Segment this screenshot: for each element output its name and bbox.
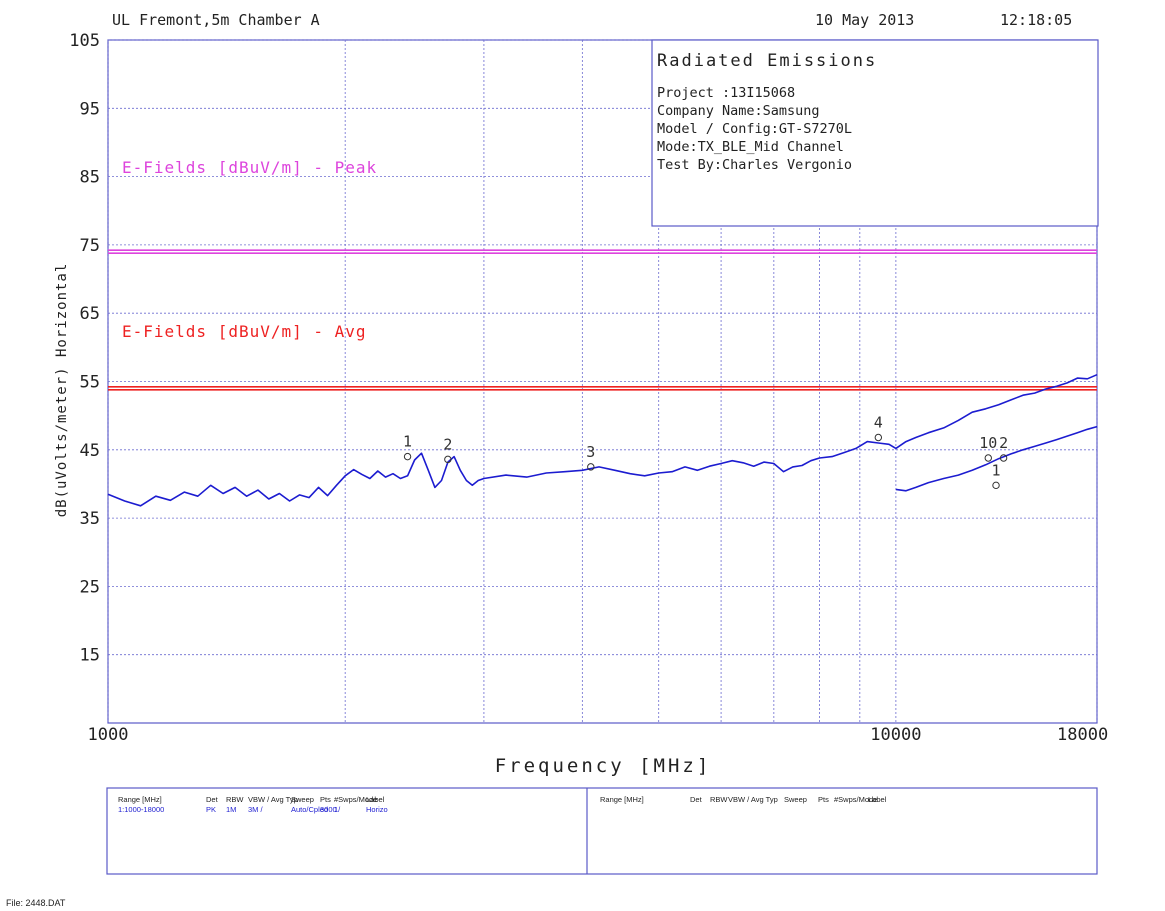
- settings-header-cell: Sweep: [291, 795, 314, 804]
- settings-header-cell: VBW / Avg Typ: [248, 795, 298, 804]
- header-date: 10 May 2013: [815, 11, 914, 29]
- marker-point: [403, 452, 412, 461]
- y-tick-label: 45: [80, 441, 100, 461]
- marker-label: 1: [403, 433, 412, 451]
- y-axis-label: dB(uVolts/meter) Horizontal: [54, 263, 70, 518]
- info-line-company: Company Name:Samsung: [657, 103, 820, 119]
- y-tick-label: 95: [80, 99, 100, 119]
- y-tick-label: 85: [80, 168, 100, 188]
- settings-header-cell: RBW: [710, 795, 728, 804]
- marker-point: [444, 455, 452, 464]
- file-name: File: 2448.DAT: [6, 898, 66, 908]
- settings-header-cell: VBW / Avg Typ: [728, 795, 778, 804]
- settings-header-cell: Range [MHz]: [600, 795, 644, 804]
- info-line-tester: Test By:Charles Vergonio: [657, 157, 852, 173]
- settings-value-cell: 1M: [226, 805, 236, 814]
- info-box-title: Radiated Emissions: [657, 51, 877, 71]
- marker-label: 1: [992, 461, 1001, 479]
- grid-lines: [107, 39, 1098, 724]
- y-tick-label: 65: [80, 304, 100, 324]
- info-box: [651, 39, 1099, 227]
- header-lab-name: UL Fremont,5m Chamber A: [112, 11, 320, 29]
- settings-header-cell: #Swps/Mode: [334, 795, 377, 804]
- x-tick-label: 18000: [1057, 725, 1108, 745]
- settings-header-cell: Sweep: [784, 795, 807, 804]
- marker-label: 4: [874, 414, 883, 432]
- y-tick-label: 75: [80, 236, 100, 256]
- y-tick-label: 35: [80, 509, 100, 529]
- settings-header-cell: Label: [868, 795, 887, 804]
- limit-lines: E-Fields [dBuV/m] - Peak E-Fields [dBuV/m…: [108, 158, 1097, 391]
- settings-header-cell: Pts: [818, 795, 829, 804]
- info-line-mode: Mode:TX_BLE_Mid Channel: [657, 139, 844, 155]
- y-tick-label: 25: [80, 577, 100, 597]
- limit-label: E-Fields [dBuV/m] - Peak: [122, 158, 377, 177]
- settings-value-cell: 1:1000-18000: [118, 805, 164, 814]
- marker-label: 2: [443, 435, 452, 453]
- settings-header-cell: Det: [690, 795, 703, 804]
- marker-point: [874, 433, 883, 442]
- series-line: [895, 425, 1098, 492]
- y-tick-label: 15: [80, 646, 100, 666]
- marker-label: 3: [586, 443, 595, 461]
- y-tick-label: 55: [80, 373, 100, 393]
- info-line-project: Project :13I15068: [657, 85, 795, 101]
- x-tick-label: 10000: [870, 725, 921, 745]
- settings-header-cell: Label: [366, 795, 385, 804]
- series-line: [107, 373, 1098, 507]
- marker-point: [984, 454, 992, 462]
- data-series: [107, 373, 1098, 507]
- marker-label: 2: [999, 434, 1008, 452]
- x-axis-label: Frequency [MHz]: [495, 755, 712, 777]
- settings-value-cell: 3000: [320, 805, 337, 814]
- marker-point: [587, 463, 595, 471]
- settings-value-cell: PK: [206, 805, 216, 814]
- marker-label: 10: [979, 434, 997, 452]
- header-time: 12:18:05: [1000, 11, 1072, 29]
- x-tick-label: 1000: [88, 725, 129, 745]
- info-line-model: Model / Config:GT-S7270L: [657, 121, 852, 137]
- settings-header-cell: Range [MHz]: [118, 795, 162, 804]
- settings-header-cell: #Swps/Mode: [834, 795, 877, 804]
- settings-header-cell: Pts: [320, 795, 331, 804]
- settings-value-cell: Auto/Cpled: [291, 805, 328, 814]
- marker-point: [999, 454, 1008, 462]
- marker-point: [992, 481, 1000, 490]
- tick-labels: 105 95 85 75 65 55 45 35 25 15 1000 10000 18000: [69, 31, 1108, 745]
- limit-label: E-Fields [dBuV/m] - Avg: [122, 322, 367, 341]
- settings-value-cell: 1/: [334, 805, 341, 814]
- settings-header-cell: RBW: [226, 795, 244, 804]
- settings-value-cell: 3M /: [248, 805, 264, 814]
- settings-header-cell: Det: [206, 795, 219, 804]
- y-tick-label: 105: [69, 31, 100, 51]
- settings-value-cell: Horizo: [366, 805, 388, 814]
